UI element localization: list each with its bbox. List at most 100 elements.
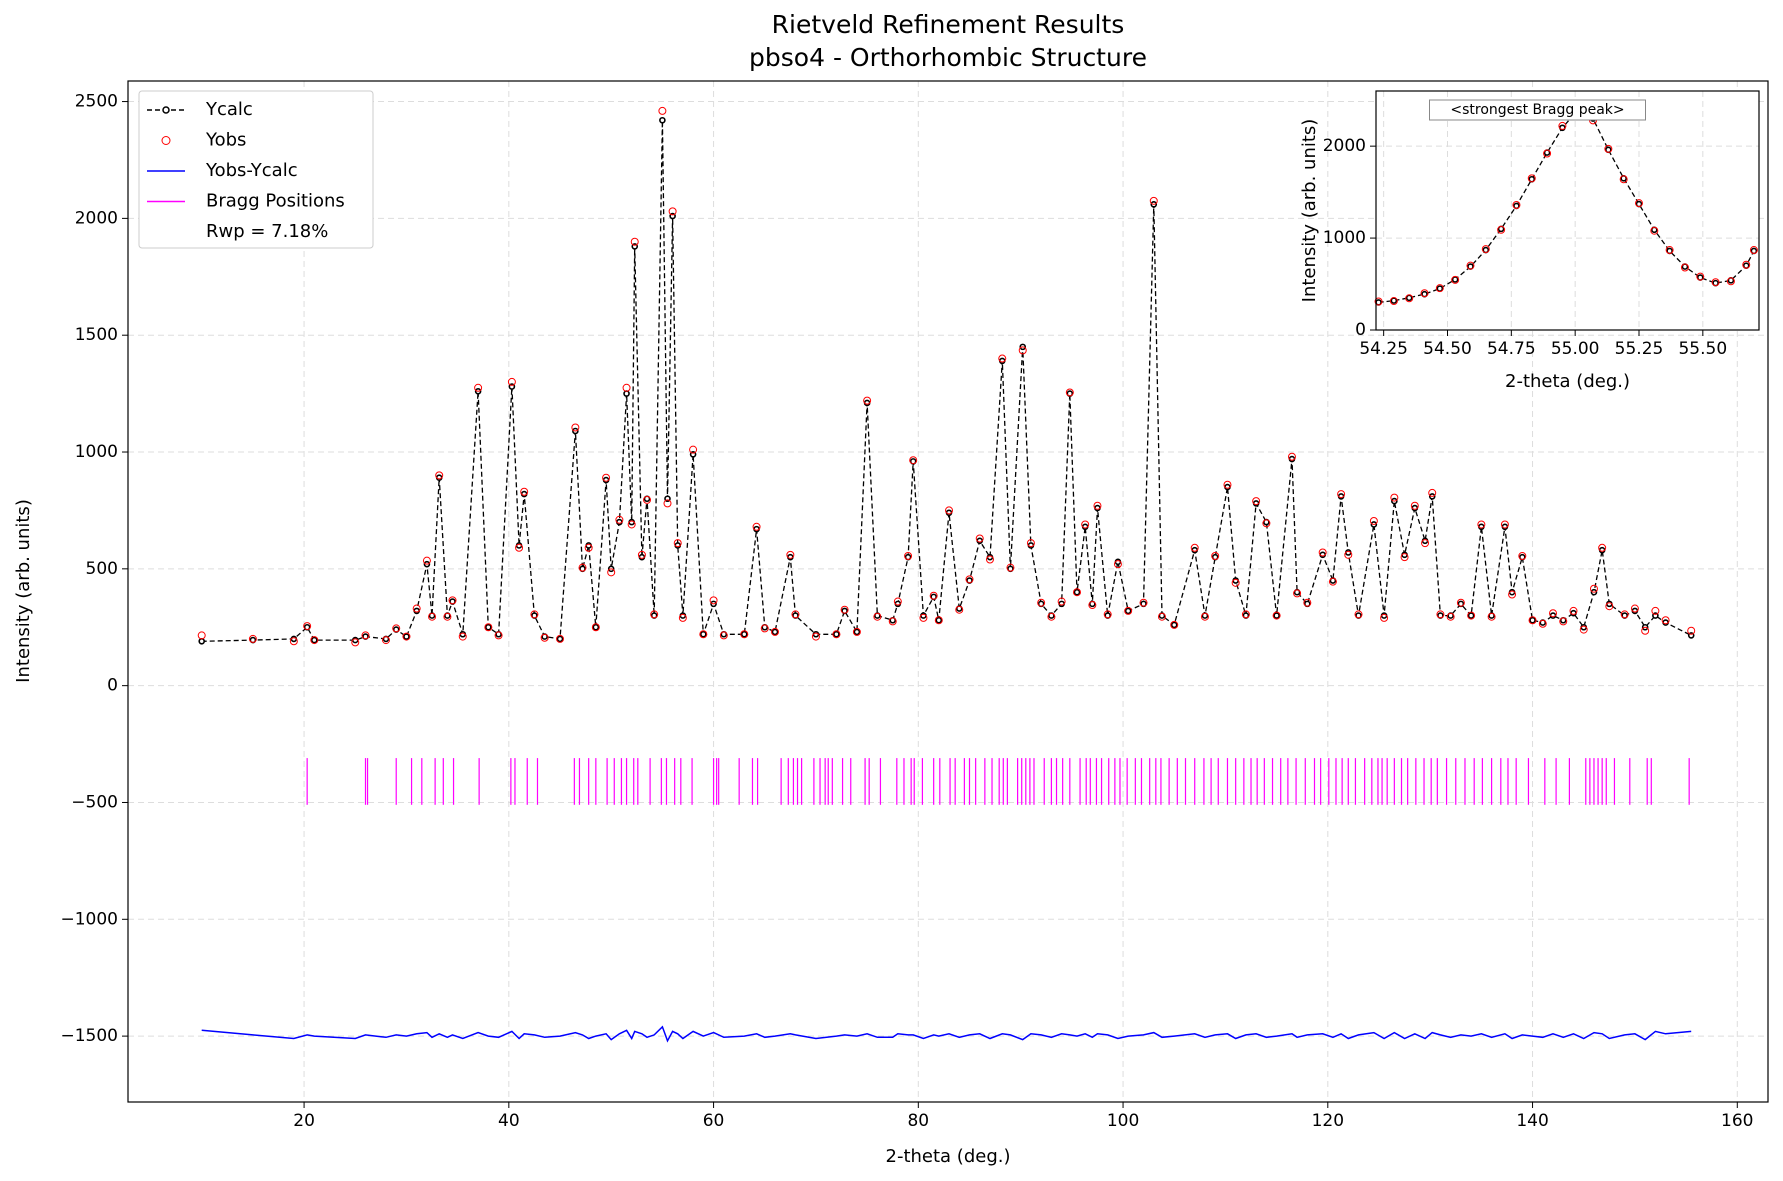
calc-point: [403, 633, 410, 640]
obs-point: [402, 632, 411, 641]
obs-point: [1252, 497, 1261, 506]
obs-point: [1589, 584, 1598, 593]
obs-point: [507, 377, 516, 386]
obs-point: [1318, 548, 1327, 557]
calc-point: [787, 553, 794, 561]
obs-point: [1328, 577, 1337, 586]
obs-point: [699, 630, 708, 639]
obs-point: [1549, 609, 1558, 618]
legend-label: Yobs-Ycalc: [205, 160, 298, 181]
obs-point: [1231, 578, 1240, 587]
obs-point: [443, 612, 452, 621]
calc-point: [1380, 612, 1388, 619]
calc-point: [812, 630, 820, 638]
obs-point: [1262, 519, 1271, 528]
x-axis-label: 2-theta (deg.): [886, 1146, 1011, 1167]
obs-point: [1619, 175, 1628, 184]
obs-point: [1170, 620, 1179, 629]
obs-point: [1190, 543, 1199, 552]
x-tick-label: 20: [293, 1111, 315, 1131]
obs-point: [1559, 617, 1568, 626]
obs-point: [1223, 480, 1232, 489]
obs-point: [863, 396, 872, 405]
obs-point: [1508, 590, 1517, 599]
calc-point: [1232, 577, 1239, 584]
calc-point: [1549, 612, 1557, 619]
calc-point: [945, 509, 953, 517]
obs-point: [929, 591, 938, 600]
x-tick-label: 54.25: [1359, 339, 1408, 359]
obs-point: [643, 495, 652, 504]
obs-point: [893, 597, 902, 606]
calc-point: [894, 600, 902, 608]
calc-point: [1401, 551, 1408, 559]
calc-point: [1344, 549, 1352, 556]
obs-point: [1211, 551, 1220, 560]
obs-point: [752, 522, 761, 531]
calc-point: [520, 490, 528, 498]
obs-point: [689, 445, 698, 454]
obs-point: [1634, 199, 1643, 208]
y-tick-label: 2000: [1323, 136, 1366, 156]
calc-point: [1467, 612, 1475, 619]
calc-point: [1662, 619, 1669, 626]
obs-point: [1528, 616, 1537, 625]
obs-point: [1467, 611, 1476, 620]
x-tick-label: 55.00: [1551, 339, 1600, 359]
x-tick-label: 100: [1107, 1111, 1139, 1131]
obs-point: [955, 605, 964, 614]
y-tick-label: 500: [86, 559, 118, 579]
x-tick-label: 60: [703, 1111, 725, 1131]
calc-point: [976, 537, 984, 545]
obs-point: [1344, 550, 1353, 559]
calc-point: [863, 399, 871, 407]
obs-point: [637, 550, 646, 559]
obs-point: [1512, 200, 1521, 209]
obs-point: [448, 596, 457, 605]
annotation: <strongest Bragg peak>: [1450, 102, 1624, 118]
obs-point: [1405, 294, 1414, 303]
calc-point: [740, 630, 748, 638]
obs-point: [1749, 246, 1758, 255]
obs-point: [852, 627, 861, 636]
obs-point: [1421, 539, 1430, 548]
obs-point: [673, 539, 682, 548]
legend-label: Ycalc: [205, 99, 253, 120]
calc-point: [1081, 523, 1089, 531]
obs-point: [1113, 560, 1122, 569]
calc-point: [1114, 558, 1122, 566]
calc-point: [616, 518, 623, 526]
y-axis-label: Intensity (arb. units): [13, 499, 34, 683]
legend-swatch: [162, 106, 170, 114]
obs-point: [1451, 275, 1460, 284]
obs-point: [998, 354, 1007, 363]
obs-point: [1481, 245, 1490, 254]
x-tick-label: 54.50: [1423, 339, 1472, 359]
obs-point: [540, 633, 549, 642]
chart-title: Rietveld Refinement Results: [772, 10, 1125, 39]
obs-point: [615, 515, 624, 524]
calc-point: [1580, 623, 1588, 631]
obs-point: [381, 636, 390, 645]
obs-point: [770, 627, 779, 636]
obs-point: [965, 575, 974, 584]
obs-point: [909, 456, 918, 465]
calc-point: [585, 542, 592, 549]
calc-point: [986, 553, 994, 561]
calc-point: [628, 518, 635, 526]
calc-point: [935, 616, 943, 624]
obs-point: [1354, 610, 1363, 619]
calc-point: [311, 636, 318, 644]
calc-point: [602, 476, 610, 484]
obs-point: [361, 631, 370, 640]
y-tick-label: −500: [71, 792, 118, 812]
obs-point: [1337, 490, 1346, 499]
obs-point: [678, 613, 687, 622]
obs-point: [650, 610, 659, 619]
obs-point: [515, 543, 524, 552]
obs-point: [1711, 278, 1720, 287]
obs-point: [919, 613, 928, 622]
obs-point: [1374, 297, 1383, 306]
calc-point: [853, 628, 861, 636]
